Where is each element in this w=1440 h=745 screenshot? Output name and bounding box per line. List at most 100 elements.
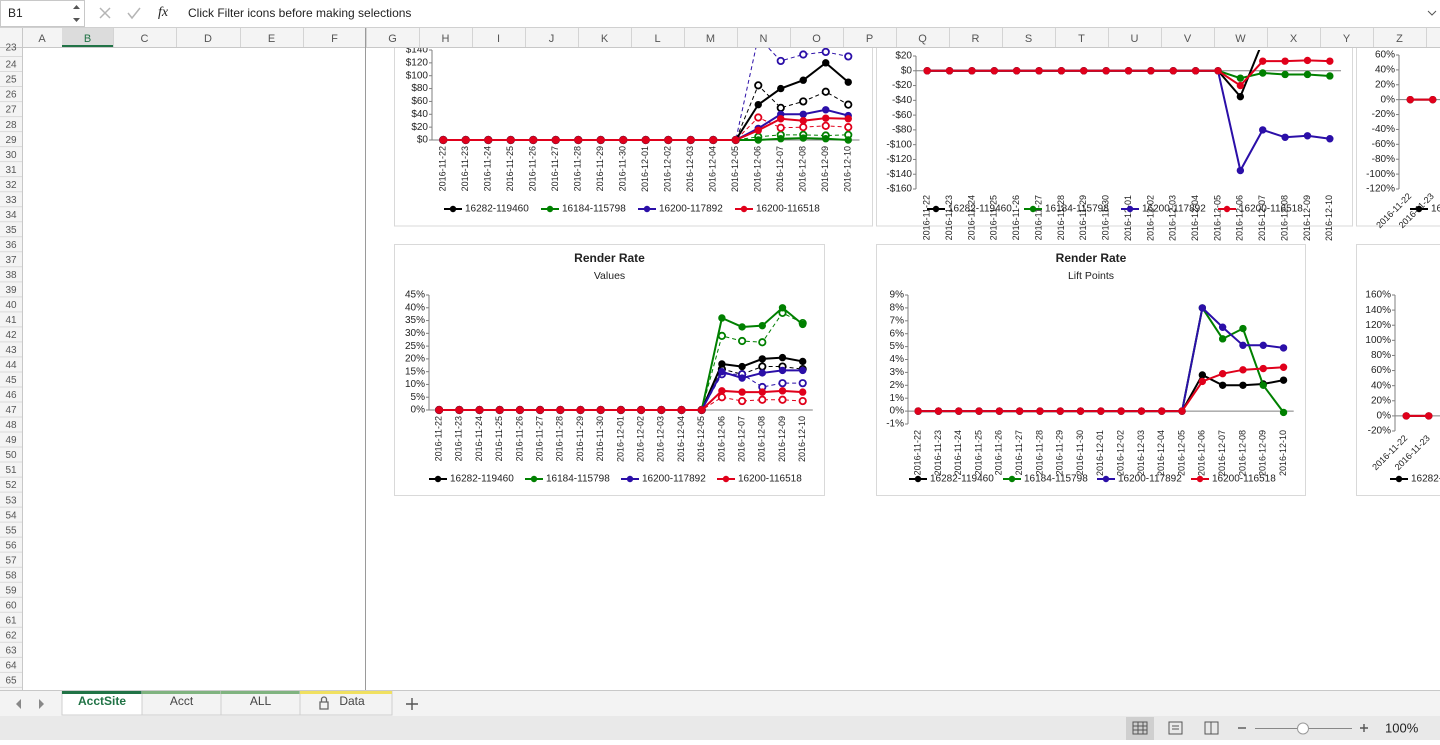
marker: [733, 137, 739, 143]
y-tick-label: 0%: [1381, 94, 1396, 105]
x-tick-label: 2016-11-23: [933, 430, 943, 475]
marker: [1327, 58, 1333, 64]
selected-column-marker: [62, 45, 113, 47]
legend-label: 16200-117892: [659, 204, 723, 215]
marker: [436, 407, 442, 413]
marker: [440, 137, 446, 143]
open-marker: [779, 380, 785, 386]
open-marker: [823, 89, 829, 95]
column-header: P: [866, 33, 873, 45]
x-tick-label: 2016-11-26: [514, 416, 524, 461]
marker: [845, 137, 851, 143]
marker: [1240, 367, 1246, 373]
y-tick-label: -60%: [1372, 139, 1395, 150]
legend-marker: [1009, 476, 1015, 482]
marker: [1138, 408, 1144, 414]
row-header: 29: [5, 135, 17, 146]
y-tick-label: 40%: [1375, 65, 1395, 76]
marker: [1237, 75, 1243, 81]
chart-subtitle: Lift Points: [1068, 270, 1114, 282]
column-header: X: [1290, 33, 1298, 45]
marker: [779, 354, 785, 360]
column-header: F: [331, 33, 338, 45]
marker: [678, 407, 684, 413]
y-tick-label: 0%: [411, 405, 426, 416]
legend-marker: [435, 476, 441, 482]
legend-label: 16200-117892: [1142, 204, 1206, 215]
marker: [1215, 68, 1221, 74]
x-tick-label: 2016-11-25: [973, 430, 983, 475]
row-header: 42: [5, 330, 17, 341]
x-tick-label: 2016-12-03: [1168, 195, 1178, 241]
zoom-knob[interactable]: [1298, 723, 1309, 734]
y-tick-label: 20%: [1375, 79, 1395, 90]
row-header: 40: [5, 300, 17, 311]
marker: [1327, 73, 1333, 79]
marker: [800, 358, 806, 364]
marker: [778, 136, 784, 142]
marker: [1103, 68, 1109, 74]
open-marker: [719, 333, 725, 339]
legend-marker: [915, 476, 921, 482]
legend-label: 16200-117892: [642, 474, 706, 485]
marker: [1260, 127, 1266, 133]
x-tick-label: 2016-11-30: [618, 146, 628, 191]
x-tick-label: 2016-11-30: [1101, 195, 1111, 240]
legend-label: 16200-116518: [1212, 474, 1276, 485]
y-tick-label: 20%: [1371, 395, 1391, 406]
y-tick-label: $100: [406, 70, 429, 81]
marker: [598, 407, 604, 413]
x-tick-label: 2016-12-10: [797, 416, 807, 462]
x-tick-label: 2016-12-05: [696, 416, 706, 462]
row-header: 33: [5, 195, 17, 206]
row-header: 58: [5, 570, 17, 581]
marker: [969, 68, 975, 74]
y-tick-label: 0%: [890, 406, 905, 417]
marker: [643, 137, 649, 143]
column-header: E: [268, 33, 275, 45]
row-header: 59: [5, 585, 17, 596]
marker: [823, 107, 829, 113]
y-tick-label: 15%: [405, 366, 425, 377]
open-marker: [823, 123, 829, 129]
marker: [1260, 70, 1266, 76]
y-tick-label: -$40: [892, 95, 912, 106]
marker: [800, 367, 806, 373]
row-header: 54: [5, 510, 17, 521]
row-header: 34: [5, 210, 17, 221]
y-tick-label: $80: [411, 83, 428, 94]
column-header: R: [972, 33, 980, 45]
function-icon[interactable]: fx: [158, 5, 169, 20]
legend-label: 16282-119460: [465, 204, 529, 215]
legend-label: 16184-115798: [1045, 204, 1109, 215]
x-tick-label: 2016-12-01: [1095, 430, 1105, 476]
y-tick-label: 80%: [1371, 350, 1391, 361]
legend-marker: [1127, 206, 1133, 212]
legend-label: 16282-119460: [930, 474, 994, 485]
x-tick-label: 2016-12-08: [1279, 195, 1289, 241]
column-header: Y: [1343, 33, 1351, 45]
legend-label: 16200-117892: [1118, 474, 1182, 485]
y-tick-label: -$100: [886, 139, 912, 150]
y-tick-label: 3%: [890, 367, 905, 378]
legend-label: 16200-116518: [738, 474, 802, 485]
x-tick-label: 2016-11-30: [1075, 430, 1085, 475]
marker: [1280, 377, 1286, 383]
y-tick-label: 45%: [405, 290, 425, 301]
formula-text: Click Filter icons before making selecti…: [188, 6, 411, 20]
marker: [1159, 408, 1165, 414]
marker: [638, 407, 644, 413]
row-header: 27: [5, 105, 17, 116]
x-tick-label: 2016-11-23: [454, 416, 464, 461]
marker: [598, 137, 604, 143]
marker: [1057, 408, 1063, 414]
marker: [1237, 93, 1243, 99]
marker: [719, 368, 725, 374]
row-header: 46: [5, 390, 17, 401]
normal-view[interactable]: [1126, 717, 1154, 740]
y-tick-label: 1%: [890, 393, 905, 404]
open-marker: [845, 53, 851, 59]
legend-marker: [547, 206, 553, 212]
legend-marker: [1197, 476, 1203, 482]
marker: [800, 111, 806, 117]
